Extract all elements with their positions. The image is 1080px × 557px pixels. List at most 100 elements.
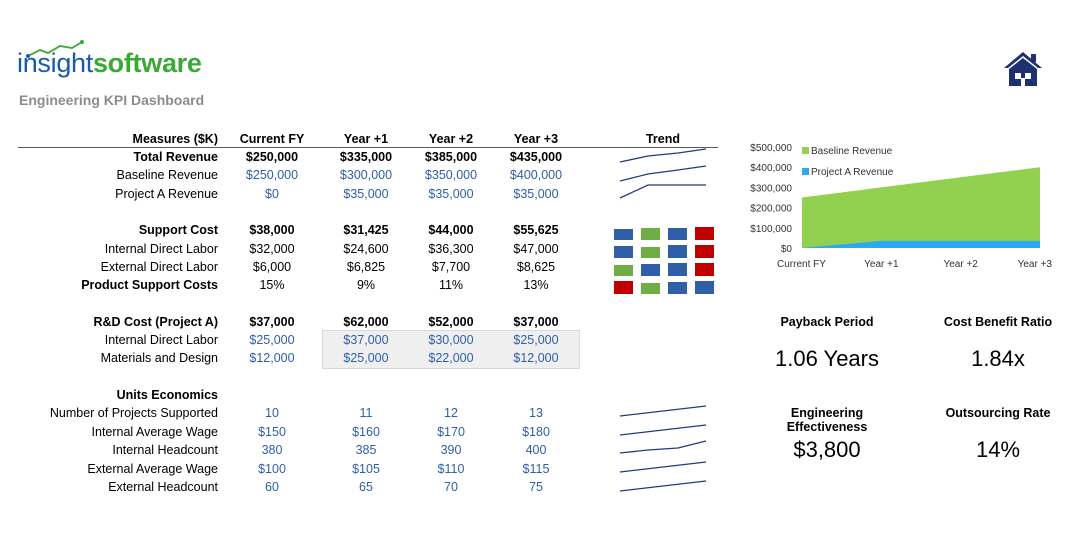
table-cell: $435,000 xyxy=(509,150,563,164)
logo-arrow-icon xyxy=(26,40,84,58)
table-cell: $30,000 xyxy=(428,333,474,347)
table-row-label: Support Cost xyxy=(138,223,218,237)
trend-icon-square xyxy=(641,247,660,258)
table-cell: $37,000 xyxy=(343,333,389,347)
y-tick-label: $200,000 xyxy=(750,204,792,215)
table-cell: $170 xyxy=(437,425,465,439)
table-header-cell: Measures ($K) xyxy=(132,132,218,146)
table-cell: $22,000 xyxy=(428,351,474,365)
kpi-label-payback: Payback Period xyxy=(780,315,874,329)
trend-icon-square xyxy=(668,282,687,294)
table-cell: $250,000 xyxy=(245,150,299,164)
table-cell: $12,000 xyxy=(249,351,295,365)
trend-icon-square xyxy=(695,281,714,294)
x-tick-label: Year +1 xyxy=(864,259,899,270)
table-row-label: Internal Headcount xyxy=(112,443,218,457)
table-cell: $400,000 xyxy=(509,168,563,182)
table-cell: $35,000 xyxy=(513,187,559,201)
kpi-value-outsourcing: 14% xyxy=(975,437,1021,462)
table-cell: $31,425 xyxy=(343,223,389,237)
table-row-label: Baseline Revenue xyxy=(116,168,218,182)
table-cell: $25,000 xyxy=(343,351,389,365)
area-series-0 xyxy=(802,167,1040,248)
table-cell: $25,000 xyxy=(249,333,295,347)
table-cell: $7,700 xyxy=(431,260,471,274)
table-cell: 12 xyxy=(444,406,458,420)
table-cell: $52,000 xyxy=(428,315,474,329)
table-cell: 70 xyxy=(444,480,458,494)
table-cell: 60 xyxy=(265,480,279,494)
table-row-label: R&D Cost (Project A) xyxy=(93,315,218,329)
table-cell: $250,000 xyxy=(245,168,299,182)
legend-swatch xyxy=(802,147,809,154)
table-cell: $35,000 xyxy=(343,187,389,201)
table-row-label: Internal Direct Labor xyxy=(104,333,218,347)
kpi-label-outsourcing: Outsourcing Rate xyxy=(945,406,1051,420)
trend-icon-square xyxy=(641,228,660,240)
table-row-label: Product Support Costs xyxy=(81,278,218,292)
table-cell: 15% xyxy=(259,278,285,292)
table-row-label: Project A Revenue xyxy=(115,187,218,201)
table-row-label: Units Economics xyxy=(116,388,218,402)
table-cell: 13 xyxy=(529,406,543,420)
trend-sparkline-units xyxy=(619,405,707,492)
table-cell: $105 xyxy=(352,462,380,476)
table-cell: 390 xyxy=(440,443,462,457)
rd-highlight-region xyxy=(322,330,580,369)
table-row-label: Internal Average Wage xyxy=(91,425,218,439)
table-cell: 13% xyxy=(523,278,549,292)
table-cell: 11% xyxy=(438,278,464,292)
x-tick-label: Current FY xyxy=(777,259,826,270)
table-cell: $37,000 xyxy=(249,315,295,329)
header-divider xyxy=(18,147,718,148)
y-tick-label: $0 xyxy=(781,244,793,255)
kpi-value-cost-benefit: 1.84x xyxy=(971,346,1025,371)
trend-icon-square xyxy=(668,263,687,276)
table-cell: $36,300 xyxy=(428,242,474,256)
table-cell: 75 xyxy=(529,480,543,494)
table-cell: $8,625 xyxy=(516,260,556,274)
table-cell: $62,000 xyxy=(343,315,389,329)
table-cell: $44,000 xyxy=(428,223,474,237)
table-cell: $300,000 xyxy=(339,168,393,182)
table-header-cell: Year +3 xyxy=(513,132,559,146)
y-tick-label: $100,000 xyxy=(750,224,792,235)
trend-icon-square xyxy=(641,264,660,276)
table-header-cell: Trend xyxy=(645,132,681,146)
trend-icon-square xyxy=(668,228,687,240)
table-row-label: External Direct Labor xyxy=(100,260,218,274)
table-cell: $335,000 xyxy=(339,150,393,164)
table-header-cell: Year +2 xyxy=(428,132,474,146)
table-header-cell: Current FY xyxy=(239,132,305,146)
table-cell: 385 xyxy=(355,443,377,457)
table-cell: $6,825 xyxy=(346,260,386,274)
y-tick-label: $300,000 xyxy=(750,183,792,194)
trend-icon-square xyxy=(695,245,714,258)
table-cell: $350,000 xyxy=(424,168,478,182)
table-cell: $35,000 xyxy=(428,187,474,201)
table-cell: $38,000 xyxy=(249,223,295,237)
trend-icon-square xyxy=(614,281,633,294)
kpi-value-payback: 1.06 Years xyxy=(775,346,879,371)
table-cell: 10 xyxy=(265,406,279,420)
table-row-label: Number of Projects Supported xyxy=(49,406,218,420)
trend-icon-square xyxy=(614,229,633,240)
table-cell: $24,600 xyxy=(343,242,389,256)
trend-icon-square xyxy=(695,227,714,240)
legend-label: Project A Revenue xyxy=(811,167,894,178)
home-icon[interactable] xyxy=(1002,50,1044,88)
kpi-label-cost-benefit: Cost Benefit Ratio xyxy=(943,315,1053,329)
table-cell: $25,000 xyxy=(513,333,559,347)
table-cell: $110 xyxy=(437,462,465,476)
legend-label: Baseline Revenue xyxy=(811,146,893,157)
legend-swatch xyxy=(802,168,809,175)
table-cell: $6,000 xyxy=(252,260,292,274)
revenue-area-chart: $0 $100,000 $200,000 $300,000 $400,000 $500,0… xyxy=(750,143,1053,270)
trend-icon-square xyxy=(695,263,714,276)
brand-logo: insightsoftware xyxy=(17,48,202,78)
trend-icon-square xyxy=(641,283,660,294)
table-cell: $47,000 xyxy=(513,242,559,256)
x-tick-label: Year +3 xyxy=(1018,259,1053,270)
table-header-cell: Year +1 xyxy=(343,132,389,146)
table-cell: $12,000 xyxy=(513,351,559,365)
